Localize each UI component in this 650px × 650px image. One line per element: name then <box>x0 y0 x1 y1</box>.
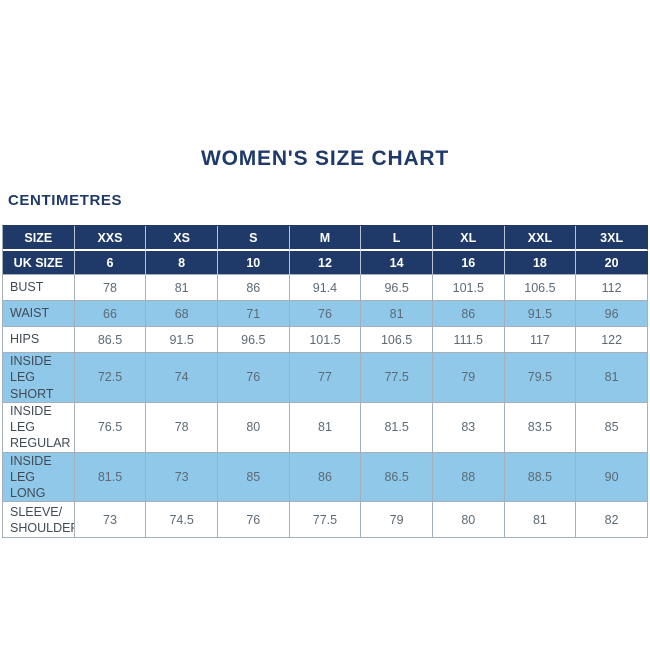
size-value-cell: 91.5 <box>504 301 577 327</box>
size-value-cell: 77.5 <box>289 502 362 539</box>
page-title: WOMEN'S SIZE CHART <box>200 147 450 170</box>
uk-size-header-row: UK SIZE 6 8 10 12 14 16 18 20 <box>3 251 648 275</box>
size-value-cell: 112 <box>576 275 648 301</box>
size-value-cell: 73 <box>146 452 218 503</box>
size-value-cell: 81 <box>361 301 433 327</box>
size-value-cell: 66 <box>74 301 147 327</box>
row-label: HIPS <box>3 327 75 353</box>
size-value-cell: 79.5 <box>504 353 577 403</box>
size-value-cell: 122 <box>576 327 648 353</box>
size-value-cell: 74.5 <box>146 502 218 539</box>
size-value-cell: 88 <box>432 452 505 503</box>
size-value-cell: 91.5 <box>146 327 218 353</box>
size-value-cell: 83.5 <box>504 402 577 453</box>
size-value-cell: 76 <box>217 353 290 403</box>
size-value-cell: 111.5 <box>432 327 505 353</box>
size-header-cell: M <box>289 226 362 251</box>
uk-size-header-cell: 12 <box>289 251 362 275</box>
size-value-cell: 81.5 <box>361 402 433 453</box>
size-value-cell: 81 <box>289 402 362 453</box>
size-value-cell: 106.5 <box>504 275 577 301</box>
measurement-row: INSIDE LEG LONG 81.5 73 85 86 86.5 88 88.5 90 <box>3 452 648 503</box>
measurement-row: WAIST 66 68 71 76 81 86 91.5 96 <box>3 301 648 327</box>
size-value-cell: 96.5 <box>217 327 290 353</box>
uk-size-header-cell: UK SIZE <box>3 251 75 275</box>
uk-size-header-cell: 14 <box>361 251 433 275</box>
size-value-cell: 86.5 <box>74 327 147 353</box>
size-value-cell: 80 <box>432 502 505 539</box>
size-value-cell: 78 <box>146 402 218 453</box>
size-value-cell: 77 <box>289 353 362 403</box>
size-value-cell: 81 <box>504 502 577 539</box>
size-value-cell: 101.5 <box>432 275 505 301</box>
size-value-cell: 85 <box>217 452 290 503</box>
size-value-cell: 83 <box>432 402 505 453</box>
size-value-cell: 68 <box>146 301 218 327</box>
row-label: INSIDE LEG REGULAR <box>3 402 75 453</box>
size-value-cell: 79 <box>361 502 433 539</box>
size-header-cell: XXS <box>74 226 147 251</box>
size-table-header: SIZE XXS XS S M L XL XXL 3XL UK SIZE 6 8 10 12 14 16 18 2… <box>3 226 648 275</box>
size-value-cell: 86 <box>432 301 505 327</box>
measurement-row: INSIDE LEG SHORT 72.5 74 76 77 77.5 79 79.5 81 <box>3 353 648 403</box>
uk-size-header-cell: 6 <box>74 251 147 275</box>
size-value-cell: 101.5 <box>289 327 362 353</box>
measurement-row: INSIDE LEG REGULAR 76.5 78 80 81 81.5 83 83.5 85 <box>3 402 648 453</box>
size-value-cell: 76 <box>217 502 290 539</box>
size-value-cell: 81.5 <box>74 452 147 503</box>
size-value-cell: 96.5 <box>361 275 433 301</box>
measurement-row: HIPS 86.5 91.5 96.5 101.5 106.5 111.5 117 122 <box>3 327 648 353</box>
row-label: SLEEVE/ SHOULDER <box>3 502 75 539</box>
size-value-cell: 86.5 <box>361 452 433 503</box>
size-value-cell: 90 <box>576 452 648 503</box>
size-header-cell: 3XL <box>576 226 648 251</box>
size-value-cell: 85 <box>576 402 648 453</box>
size-table: SIZE XXS XS S M L XL XXL 3XL UK SIZE 6 8 10 12 14 16 18 2… <box>2 225 648 539</box>
size-value-cell: 86 <box>217 275 290 301</box>
size-table-body: BUST 78 81 86 91.4 96.5 101.5 106.5 112 WAIST 66 68… <box>3 275 648 539</box>
size-value-cell: 96 <box>576 301 648 327</box>
size-value-cell: 81 <box>146 275 218 301</box>
size-value-cell: 91.4 <box>289 275 362 301</box>
size-value-cell: 73 <box>74 502 147 539</box>
row-label: INSIDE LEG SHORT <box>3 353 75 403</box>
size-value-cell: 78 <box>74 275 147 301</box>
row-label: INSIDE LEG LONG <box>3 452 75 503</box>
uk-size-header-cell: 8 <box>146 251 218 275</box>
size-header-cell: SIZE <box>3 226 75 251</box>
size-value-cell: 80 <box>217 402 290 453</box>
size-value-cell: 81 <box>576 353 648 403</box>
measurement-row: SLEEVE/ SHOULDER 73 74.5 76 77.5 79 80 81 82 <box>3 502 648 539</box>
size-value-cell: 76.5 <box>74 402 147 453</box>
uk-size-header-cell: 18 <box>504 251 577 275</box>
size-value-cell: 86 <box>289 452 362 503</box>
uk-size-header-cell: 16 <box>432 251 505 275</box>
size-value-cell: 88.5 <box>504 452 577 503</box>
size-value-cell: 117 <box>504 327 577 353</box>
row-label: WAIST <box>3 301 75 327</box>
uk-size-header-cell: 20 <box>576 251 648 275</box>
size-header-cell: XL <box>432 226 505 251</box>
row-label: BUST <box>3 275 75 301</box>
size-value-cell: 79 <box>432 353 505 403</box>
units-label: CENTIMETRES <box>8 192 123 209</box>
uk-size-header-cell: 10 <box>217 251 290 275</box>
size-header-row: SIZE XXS XS S M L XL XXL 3XL <box>3 226 648 251</box>
size-value-cell: 76 <box>289 301 362 327</box>
size-value-cell: 72.5 <box>74 353 147 403</box>
size-value-cell: 71 <box>217 301 290 327</box>
size-header-cell: L <box>361 226 433 251</box>
size-value-cell: 82 <box>576 502 648 539</box>
size-value-cell: 74 <box>146 353 218 403</box>
measurement-row: BUST 78 81 86 91.4 96.5 101.5 106.5 112 <box>3 275 648 301</box>
size-header-cell: XS <box>146 226 218 251</box>
size-value-cell: 106.5 <box>361 327 433 353</box>
size-value-cell: 77.5 <box>361 353 433 403</box>
size-header-cell: S <box>217 226 290 251</box>
size-header-cell: XXL <box>504 226 577 251</box>
